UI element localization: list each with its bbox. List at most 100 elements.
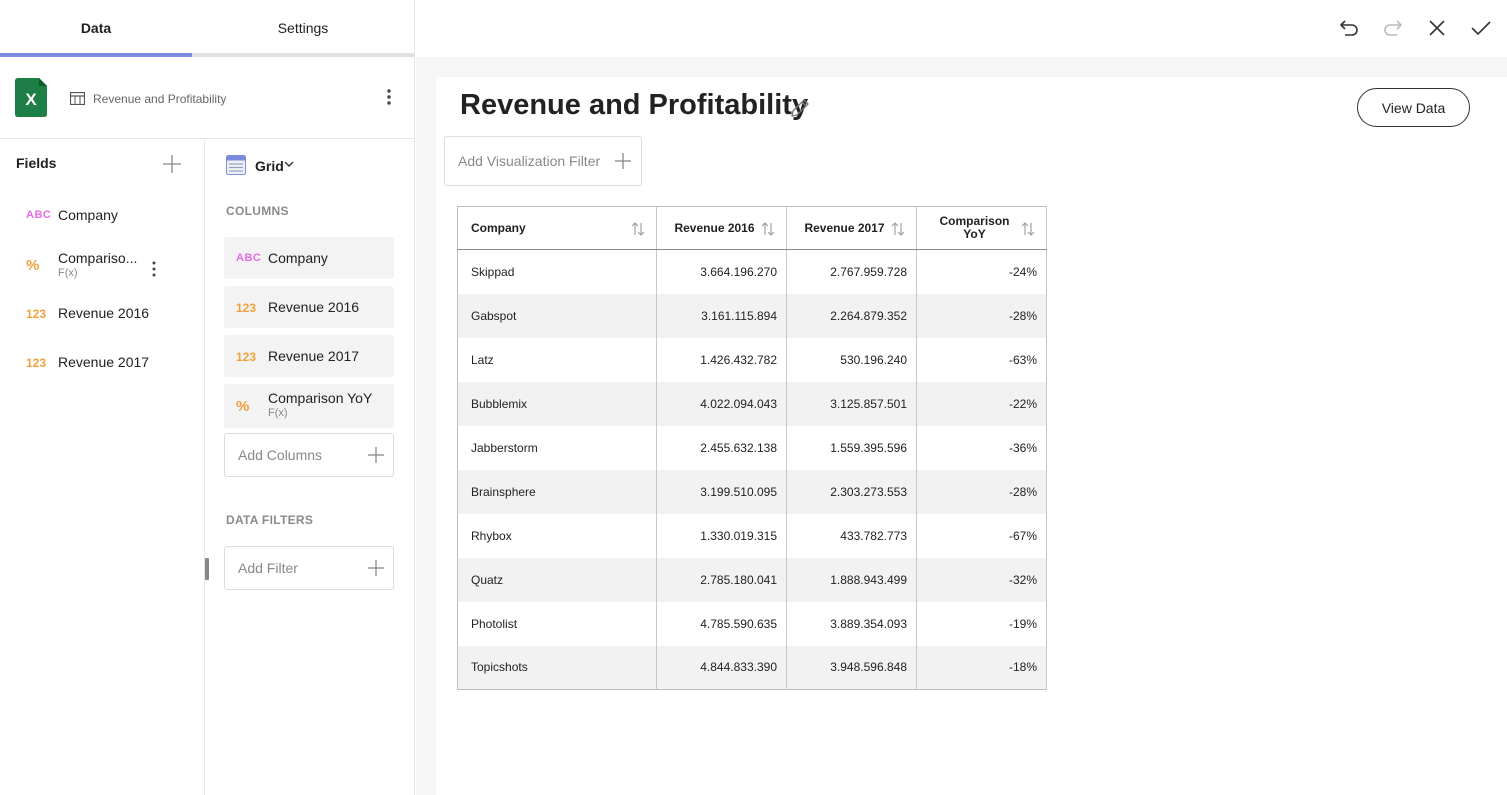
column-header-comparison-yoy[interactable]: Comparison YoY bbox=[916, 206, 1047, 250]
cell-revenue-2017: 1.559.395.596 bbox=[786, 425, 917, 470]
add-columns-button[interactable]: Add Columns bbox=[224, 433, 394, 477]
sort-icon[interactable] bbox=[630, 221, 646, 237]
add-visualization-filter-button[interactable]: Add Visualization Filter bbox=[444, 136, 642, 186]
cell-revenue-2016: 2.785.180.041 bbox=[656, 557, 787, 602]
number-type-icon: 123 bbox=[26, 307, 47, 321]
plus-icon bbox=[615, 153, 631, 169]
add-field-plus-icon[interactable] bbox=[160, 152, 184, 176]
redo-icon[interactable] bbox=[1381, 16, 1405, 40]
cell-revenue-2017: 1.888.943.499 bbox=[786, 557, 917, 602]
cell-revenue-2016: 1.426.432.782 bbox=[656, 337, 787, 382]
pencil-icon[interactable] bbox=[788, 96, 812, 120]
sort-icon[interactable] bbox=[1020, 221, 1036, 237]
tab-settings[interactable]: Settings bbox=[277, 20, 329, 36]
cell-comparison-yoy: -22% bbox=[916, 381, 1047, 426]
chevron-down-icon[interactable] bbox=[284, 159, 294, 169]
column-pill-company[interactable]: ABC Company bbox=[224, 237, 394, 279]
cell-comparison-yoy: -18% bbox=[916, 645, 1047, 690]
more-vertical-icon[interactable] bbox=[380, 86, 398, 108]
cell-company: Photolist bbox=[457, 601, 657, 646]
table-row[interactable]: Rhybox 1.330.019.315 433.782.773 -67% bbox=[457, 513, 1047, 558]
cell-company: Topicshots bbox=[457, 645, 657, 690]
column-pill-label: Company bbox=[268, 250, 328, 266]
table-row[interactable]: Topicshots 4.844.833.390 3.948.596.848 -18% bbox=[457, 645, 1047, 690]
panel-resize-handle[interactable] bbox=[205, 558, 209, 580]
add-filter-label: Add Filter bbox=[238, 560, 298, 576]
field-label: Compariso... bbox=[58, 250, 138, 266]
table-row[interactable]: Skippad 3.664.196.270 2.767.959.728 -24% bbox=[457, 249, 1047, 294]
left-panel: Data Settings X Revenue and Profitabilit… bbox=[0, 0, 415, 795]
cell-revenue-2016: 4.022.094.043 bbox=[656, 381, 787, 426]
field-item-company[interactable]: ABC Company bbox=[0, 195, 204, 235]
table-row[interactable]: Latz 1.426.432.782 530.196.240 -63% bbox=[457, 337, 1047, 382]
sort-icon[interactable] bbox=[760, 221, 776, 237]
column-header-label: Company bbox=[471, 220, 526, 235]
text-type-icon: ABC bbox=[236, 252, 262, 264]
grid-header-row: Company Revenue 2016 Revenue 2017 bbox=[457, 206, 1047, 250]
table-row[interactable]: Bubblemix 4.022.094.043 3.125.857.501 -22% bbox=[457, 381, 1047, 426]
visualization-config-panel: Grid COLUMNS ABC Company 123 Revenue 201… bbox=[205, 140, 414, 795]
cell-comparison-yoy: -28% bbox=[916, 293, 1047, 338]
add-columns-label: Add Columns bbox=[238, 447, 323, 463]
active-tab-indicator bbox=[0, 53, 192, 57]
undo-icon[interactable] bbox=[1337, 16, 1361, 40]
data-filters-section-title: DATA FILTERS bbox=[226, 513, 314, 527]
cell-revenue-2017: 530.196.240 bbox=[786, 337, 917, 382]
cell-comparison-yoy: -32% bbox=[916, 557, 1047, 602]
column-header-revenue-2017[interactable]: Revenue 2017 bbox=[786, 206, 917, 250]
cell-revenue-2016: 3.664.196.270 bbox=[656, 249, 787, 294]
text-type-icon: ABC bbox=[26, 209, 52, 221]
percent-type-icon: % bbox=[26, 257, 40, 274]
visualization-title: Revenue and Profitability bbox=[460, 89, 809, 121]
fields-title: Fields bbox=[16, 155, 57, 171]
cell-comparison-yoy: -63% bbox=[916, 337, 1047, 382]
column-pill-revenue-2016[interactable]: 123 Revenue 2016 bbox=[224, 286, 394, 328]
data-grid: Company Revenue 2016 Revenue 2017 bbox=[457, 206, 1047, 690]
cell-company: Bubblemix bbox=[457, 381, 657, 426]
visualization-type-selector[interactable]: Grid bbox=[255, 158, 284, 174]
add-filter-button[interactable]: Add Filter bbox=[224, 546, 394, 590]
column-pill-comparison-yoy[interactable]: % Comparison YoY F(x) bbox=[224, 384, 394, 428]
cell-company: Gabspot bbox=[457, 293, 657, 338]
field-label: Revenue 2016 bbox=[58, 305, 150, 321]
top-action-bar bbox=[416, 0, 1507, 57]
more-vertical-icon[interactable] bbox=[146, 259, 162, 279]
table-row[interactable]: Quatz 2.785.180.041 1.888.943.499 -32% bbox=[457, 557, 1047, 602]
view-data-button[interactable]: View Data bbox=[1357, 88, 1470, 127]
sort-icon[interactable] bbox=[890, 221, 906, 237]
cell-company: Latz bbox=[457, 337, 657, 382]
field-item-comparison[interactable]: % Compariso... F(x) bbox=[0, 244, 204, 290]
column-header-label: Revenue 2017 bbox=[804, 220, 885, 235]
cell-revenue-2016: 4.844.833.390 bbox=[656, 645, 787, 690]
column-pill-revenue-2017[interactable]: 123 Revenue 2017 bbox=[224, 335, 394, 377]
field-label: Revenue 2017 bbox=[58, 354, 150, 370]
check-icon[interactable] bbox=[1469, 16, 1493, 40]
cell-revenue-2016: 1.330.019.315 bbox=[656, 513, 787, 558]
column-header-revenue-2016[interactable]: Revenue 2016 bbox=[656, 206, 787, 250]
table-row[interactable]: Jabberstorm 2.455.632.138 1.559.395.596 -36… bbox=[457, 425, 1047, 470]
column-header-company[interactable]: Company bbox=[457, 206, 657, 250]
table-row[interactable]: Photolist 4.785.590.635 3.889.354.093 -19% bbox=[457, 601, 1047, 646]
tab-data[interactable]: Data bbox=[80, 20, 112, 36]
grid-body: Skippad 3.664.196.270 2.767.959.728 -24% Gab… bbox=[457, 249, 1047, 690]
close-icon[interactable] bbox=[1425, 16, 1449, 40]
formula-badge: F(x) bbox=[58, 267, 78, 279]
columns-section-title: COLUMNS bbox=[226, 204, 289, 218]
cell-comparison-yoy: -19% bbox=[916, 601, 1047, 646]
column-pill-label: Revenue 2017 bbox=[268, 348, 360, 364]
cell-company: Rhybox bbox=[457, 513, 657, 558]
cell-revenue-2017: 3.889.354.093 bbox=[786, 601, 917, 646]
cell-company: Jabberstorm bbox=[457, 425, 657, 470]
fields-panel: Fields ABC Company % Compariso... F(x) 1… bbox=[0, 140, 205, 795]
field-label: Company bbox=[58, 207, 118, 223]
number-type-icon: 123 bbox=[26, 356, 47, 370]
tab-bar: Data Settings bbox=[0, 0, 414, 57]
field-item-revenue-2016[interactable]: 123 Revenue 2016 bbox=[0, 293, 204, 333]
visualization-canvas: Revenue and Profitability View Data Add … bbox=[436, 77, 1507, 795]
table-row[interactable]: Brainsphere 3.199.510.095 2.303.273.553 -28… bbox=[457, 469, 1047, 514]
cell-company: Skippad bbox=[457, 249, 657, 294]
grid-visualization-icon bbox=[226, 155, 246, 175]
table-icon bbox=[70, 92, 85, 105]
field-item-revenue-2017[interactable]: 123 Revenue 2017 bbox=[0, 342, 204, 382]
table-row[interactable]: Gabspot 3.161.115.894 2.264.879.352 -28% bbox=[457, 293, 1047, 338]
